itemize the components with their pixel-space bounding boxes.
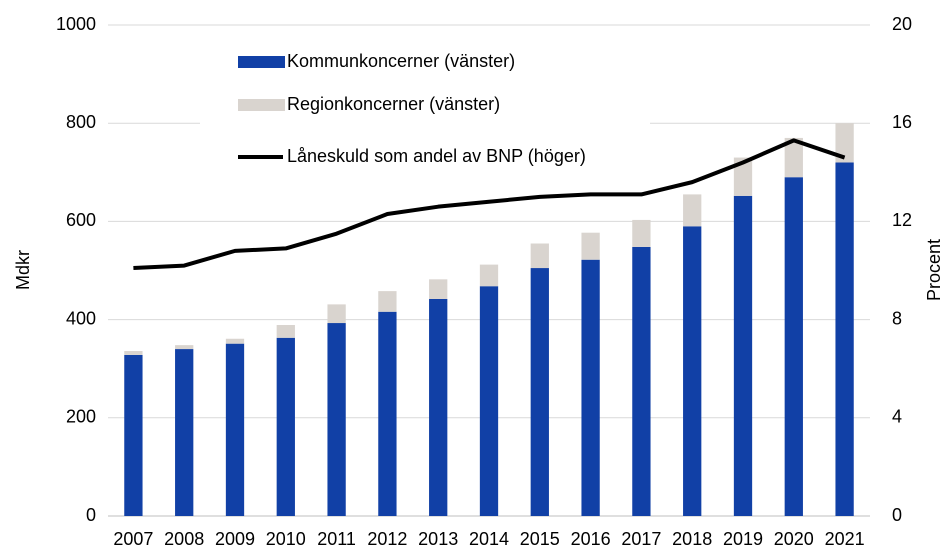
y-tick-label: 0 [86,505,96,525]
bar-segment [327,304,346,324]
bar-segment [124,351,143,355]
bar-segment [225,343,245,516]
y2-tick-label: 8 [892,308,902,328]
bar-segment [632,246,651,516]
bar-segment [733,157,753,196]
y2-tick-label: 20 [892,14,912,34]
x-tick-label: 2019 [723,529,763,549]
bar-segment [581,259,600,516]
bar-segment [124,354,143,516]
bar-segment [479,286,499,516]
bar-segment [835,123,854,163]
bar-segment [530,268,549,516]
bar-segment [429,298,448,516]
line-series [133,138,846,271]
x-tick-label: 2017 [621,529,661,549]
y-axis-label: Mdkr [13,250,33,290]
x-tick-label: 2015 [520,529,560,549]
x-tick-label: 2012 [367,529,407,549]
y-tick-label: 600 [66,210,96,230]
y2-tick-label: 4 [892,407,902,427]
bar-segment [225,338,245,344]
bar-segment [835,162,854,517]
x-tick-label: 2007 [113,529,153,549]
legend-swatch [238,56,285,68]
x-tick-label: 2009 [215,529,255,549]
x-tick-label: 2021 [825,529,865,549]
bar-segment [632,219,651,247]
x-tick-label: 2011 [317,529,356,549]
y-tick-label: 200 [66,407,96,427]
bar-segment [378,291,397,312]
bar-segment [683,194,702,227]
x-tick-label: 2018 [672,529,712,549]
y-tick-label: 1000 [56,14,96,34]
x-tick-label: 2008 [164,529,204,549]
y-tick-label: 400 [66,308,96,328]
x-tick-label: 2010 [266,529,306,549]
x-tick-label: 2020 [774,529,814,549]
bar-segment [378,311,397,516]
bar-segment [733,195,753,517]
legend-swatch [238,99,285,111]
y2-axis-label: Procent [924,239,944,301]
y2-tick-label: 16 [892,112,912,132]
bar-segment [276,337,295,516]
bar-segment [530,243,549,269]
bar-segment [175,345,194,350]
legend-label: Regionkoncerner (vänster) [287,94,500,114]
y-tick-label: 800 [66,112,96,132]
bar-segment [581,232,600,260]
bar-segment [327,323,346,516]
bar-segment [479,264,499,287]
x-tick-label: 2016 [571,529,611,549]
bar-segment [276,325,295,338]
x-tick-label: 2014 [469,529,509,549]
bar-segment [175,349,194,516]
y2-tick-label: 12 [892,210,912,230]
y2-tick-label: 0 [892,505,902,525]
legend-label: Låneskuld som andel av BNP (höger) [287,146,586,166]
legend-label: Kommunkoncerner (vänster) [287,51,515,71]
bar-segment [784,177,803,516]
bar-segment [784,137,803,178]
bar-segment [429,279,448,299]
bar-segment [683,226,702,516]
x-tick-label: 2013 [418,529,458,549]
